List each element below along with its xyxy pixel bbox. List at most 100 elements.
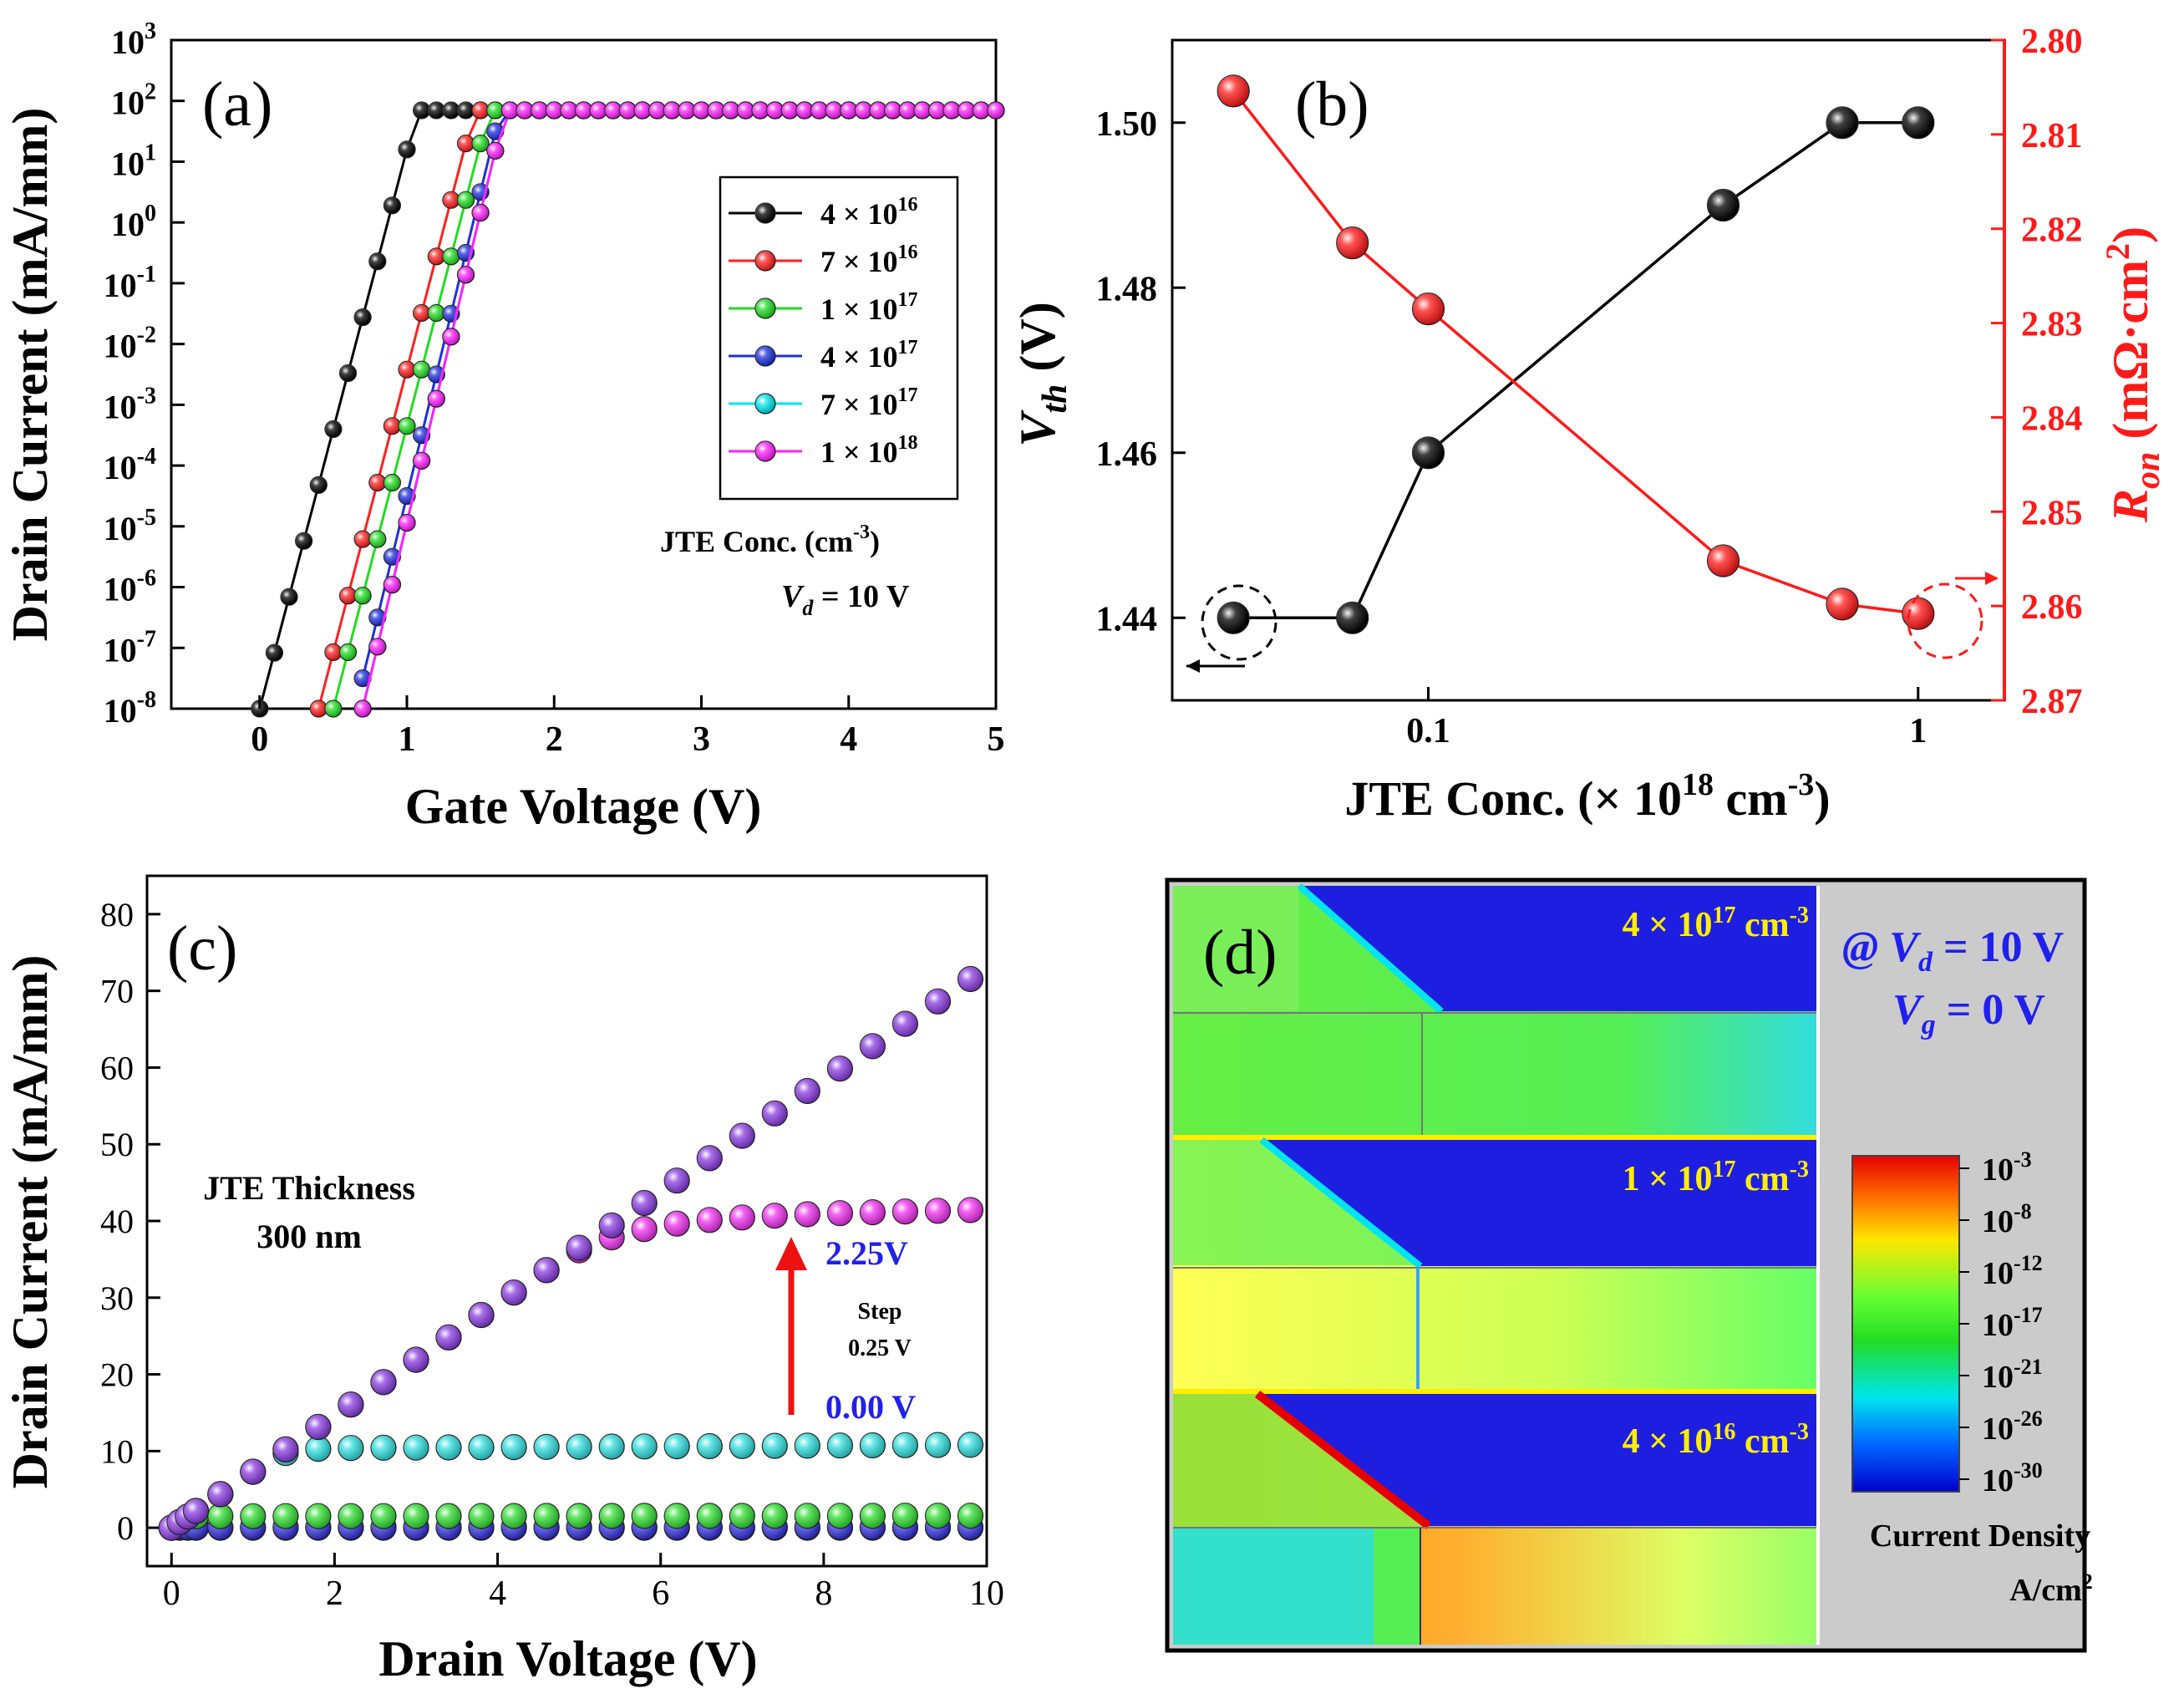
panel-c-point [891, 1198, 919, 1225]
panel-a-point [456, 135, 475, 153]
panel-a-point-shade [354, 587, 372, 604]
panel-a-ytick-exponent: 2 [145, 79, 156, 105]
panel-c-xtick-label: 8 [815, 1574, 832, 1613]
panel-a-legend-marker-shade [755, 298, 775, 318]
panel-a-point-shade [368, 474, 386, 491]
panel-c-point [729, 1204, 755, 1231]
panel-c-point-shade [371, 1503, 396, 1529]
panel-c-step-value: 0.25 V [848, 1335, 912, 1361]
panel-a-point-shade [708, 102, 725, 119]
panel-a-point [368, 252, 387, 271]
panel-c-point [435, 1324, 462, 1350]
panel-a-ytick-exponent: 1 [145, 140, 156, 165]
panel-a-point-shade [737, 102, 754, 119]
panel-c-point [533, 1433, 560, 1461]
panel-c-point [403, 1503, 429, 1529]
panel-c-point [403, 1346, 429, 1373]
panel-b-point-shade [1902, 598, 1934, 630]
panel-a-ytick-label: 10-2 [104, 323, 156, 365]
panel-a-xtick-label: 0 [251, 720, 268, 759]
panel-a-point-shade [486, 142, 504, 160]
panel-c-ytick-label: 30 [100, 1279, 134, 1317]
panel-c-point-shade [795, 1503, 820, 1529]
panel-c-point-shade [305, 1414, 331, 1440]
panel-a-point [398, 513, 416, 532]
panel-a-point-shade [722, 102, 739, 119]
panel-d-colorbar-title: Current Density [1870, 1518, 2090, 1554]
panel-b-point [1902, 597, 1935, 630]
panel-b-ytick-right-label: 2.87 [2021, 683, 2083, 721]
panel-a-ytick-base: 10 [111, 145, 145, 182]
panel-c-point [924, 988, 952, 1015]
panel-a-point [825, 101, 843, 120]
panel-c-point-shade [795, 1432, 820, 1458]
panel-c-point [663, 1432, 690, 1460]
panel-d-sub2-label: 1 × 1017 cm-3 [1623, 1157, 1809, 1198]
panel-d-colorbar-tick-base: 10 [1982, 1256, 2014, 1291]
panel-c-point-shade [183, 1498, 209, 1523]
panel-c-point [891, 1503, 919, 1529]
panel-a-ytick-base: 10 [104, 328, 137, 365]
panel-b-point-shade [1707, 189, 1740, 221]
panel-c-point-shade [534, 1503, 560, 1529]
panel-a-series [251, 101, 1005, 718]
panel-b-ytick-left-label: 1.46 [1096, 435, 1158, 474]
panel-c-point [533, 1257, 560, 1284]
panel-a-point-shade [693, 102, 710, 119]
panel-a-point [678, 101, 696, 120]
panel-c-series [158, 965, 984, 1541]
panel-a-point-shade [766, 102, 784, 119]
panel-c-point [631, 1503, 658, 1529]
panel-b-point-shade [1412, 292, 1445, 325]
panel-c-ytick-label: 0 [117, 1509, 134, 1547]
panel-a-point-shade [795, 102, 813, 119]
panel-a-point-shade [870, 102, 886, 119]
panel-c-point [566, 1234, 592, 1261]
panel-a-point [324, 699, 343, 718]
panel-c-point [761, 1432, 788, 1459]
panel-a-xtick-label: 1 [399, 720, 416, 759]
panel-c-point-shade [664, 1503, 690, 1529]
panel-c-point [761, 1203, 788, 1229]
panel-a-point-shade [310, 476, 328, 494]
panel-a-point [707, 101, 725, 120]
panel-a-legend-label-exponent: 16 [898, 242, 918, 263]
panel-a-point [471, 203, 490, 222]
panel-b-point-shade [1336, 226, 1369, 259]
panel-a-point-shade [339, 364, 357, 382]
panel-d-sub3-lower-mid [1374, 1528, 1420, 1645]
panel-a-point-shade [428, 304, 445, 322]
panel-c-point-shade [795, 1078, 820, 1104]
panel-c-point [240, 1503, 267, 1529]
panel-d-sub3-edge [1254, 1391, 1432, 1529]
panel-c-point [729, 1122, 755, 1149]
panel-a-point [486, 101, 505, 120]
panel-a-ytick-exponent: -7 [137, 626, 156, 652]
panel-d-colorbar [1851, 1155, 1960, 1493]
panel-a-point-shade [442, 328, 460, 345]
panel-b-point-shade [1412, 436, 1445, 469]
panel-c-point-shade [469, 1434, 494, 1460]
panel-c-point [305, 1413, 332, 1441]
panel-a-legend-marker [754, 298, 776, 319]
panel-d-colorbar-tick-label: 10-30 [1982, 1458, 2043, 1498]
panel-c-point [826, 1055, 854, 1082]
panel-d-colorbar-tick-base: 10 [1982, 1463, 2014, 1498]
panel-c-point [957, 965, 984, 993]
panel-d-colorbar-tick-base: 10 [1982, 1412, 2014, 1447]
panel-a-point-shade [943, 102, 961, 119]
panel-c-point-shade [892, 1198, 918, 1224]
panel-a-legend-label-base: 4 × 10 [820, 197, 898, 231]
panel-a-y-ticks: 10310210110010-110-210-310-410-510-610-7… [104, 18, 185, 730]
panel-d-sub1-depletion [1299, 886, 1816, 1011]
panel-c-point [338, 1435, 364, 1462]
panel-b-point-shade [1826, 106, 1858, 139]
panel-a-point-shade [810, 102, 828, 119]
panel-b-series-line [1232, 89, 1919, 615]
panel-c-point [957, 1503, 984, 1529]
panel-a-point [471, 101, 490, 120]
panel-c-point-shade [827, 1200, 853, 1226]
panel-a-legend-label: 4 × 1017 [820, 337, 918, 374]
panel-a-xtick-label: 5 [988, 720, 1005, 759]
